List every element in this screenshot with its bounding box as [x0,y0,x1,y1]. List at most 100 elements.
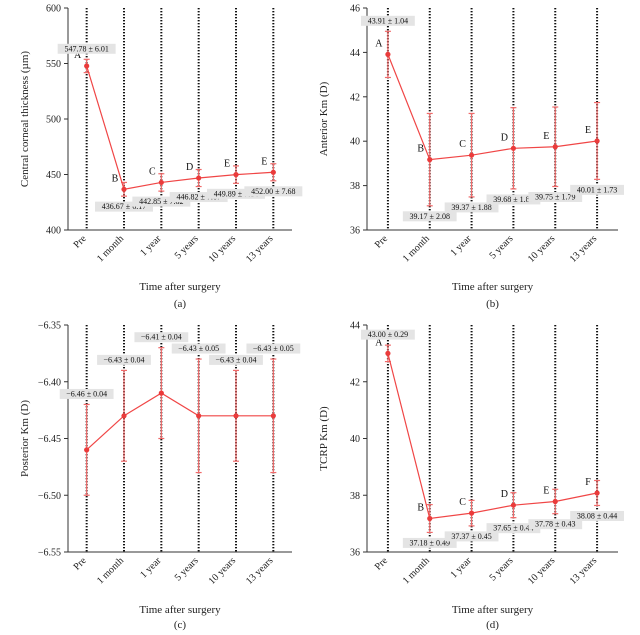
data-point [84,447,90,453]
value-label-bg [134,332,189,343]
y-axis-title: TCRP Km (D) [318,406,330,471]
significance-letter: E [543,485,549,496]
significance-letter: E [224,159,230,170]
value-label-bg [570,510,624,521]
data-point [121,186,127,192]
x-tick-label: 5 years [488,555,516,583]
value-label: 43.00 ± 0.29 [368,330,408,339]
x-tick-label: 10 years [207,233,239,265]
significance-letter: C [459,139,466,150]
value-label: 39.17 ± 2.08 [410,212,450,221]
value-label: −6.43 ± 0.05 [178,344,219,353]
x-tick-label: 1 year [138,555,164,581]
value-label-bg [132,196,191,207]
x-tick-label: Pre [373,233,391,251]
x-tick-label: 5 years [173,555,201,583]
x-tick-label: 10 years [526,233,558,265]
y-tick-label: 36 [350,548,360,559]
x-tick-label: 13 years [568,233,600,265]
value-label: −6.43 ± 0.04 [104,355,145,364]
value-label: 37.65 ± 0.44 [493,524,533,533]
y-tick-label: 44 [350,321,360,332]
value-label: 37.78 ± 0.43 [535,520,575,529]
y-tick-label: 36 [350,226,360,237]
value-label-bg [59,388,114,399]
series-line [387,54,598,161]
y-tick-label: −6.40 [38,377,61,388]
value-label: −6.46 ± 0.04 [66,389,107,398]
significance-letter: A [375,38,383,49]
y-tick-label: 46 [350,4,360,15]
significance-letter: C [149,166,156,177]
y-tick-label: −6.45 [38,434,61,445]
value-label-bg [486,523,541,534]
y-axis-title: Anterior Km (D) [318,81,330,156]
data-point [233,413,239,419]
value-label: 436.67 ± 6.17 [102,202,146,211]
y-tick-label: −6.35 [38,321,61,332]
series-line [387,353,598,520]
x-axis-title: Time after surgery [452,281,534,293]
y-tick-label: 42 [350,377,360,388]
y-tick-label: 40 [350,434,360,445]
value-label-bg [528,519,583,530]
data-point [158,390,164,396]
value-label-bg [570,184,624,195]
chart-panel-1: 400 450 500 550 600 Pre 1 month 1 year 5 years 10… [19,4,303,310]
value-label: −6.43 ± 0.04 [216,355,257,364]
value-label: 452.00 ± 7.68 [251,187,295,196]
data-point [196,413,202,419]
value-label: 39.68 ± 1.83 [493,195,533,204]
significance-letter: D [501,489,508,500]
data-point [196,175,202,181]
value-label-bg [444,531,499,542]
x-tick-label: 1 year [138,233,164,259]
value-label-bg [207,188,265,199]
y-tick-label: 450 [46,170,61,181]
significance-letter: F [585,477,591,488]
x-tick-label: 5 years [488,233,516,261]
x-tick-label: 1 month [401,555,432,586]
significance-letter: A [375,337,383,348]
value-label: 43.91 ± 1.04 [368,16,408,25]
y-tick-label: 500 [46,115,61,126]
y-tick-label: −6.55 [38,548,61,559]
significance-letter: D [501,132,508,143]
x-tick-label: 1 month [401,233,432,264]
series-line [86,392,274,451]
panel-caption: (d) [486,619,499,631]
value-label-bg [361,329,415,340]
x-tick-label: 10 years [526,555,558,587]
data-point [385,350,391,356]
x-tick-label: 13 years [244,555,276,587]
data-point [468,152,475,158]
data-point [427,515,433,522]
x-tick-label: Pre [373,555,391,573]
chart-panel-2: 36 38 40 42 44 46 Pre 1 month 1 year 5 years 10 ye… [318,4,624,310]
y-tick-label: 40 [350,137,360,148]
x-tick-label: Pre [72,555,90,573]
y-axis-title: Posterior Km (D) [19,400,31,477]
significance-letter: E [585,125,591,136]
significance-letter: B [417,144,424,155]
data-point [552,498,558,505]
chart-panel-4: 36 38 40 42 44 Pre 1 month 1 year 5 years 10 year… [318,321,624,631]
value-label-bg [444,202,499,213]
y-tick-label: 550 [46,59,61,70]
value-label-bg [402,211,457,222]
value-label-bg [171,343,226,354]
value-label-bg [209,354,263,365]
data-point [594,490,600,496]
value-label: 37.18 ± 0.49 [410,538,450,547]
value-label: 446.82 ± 7.67 [176,193,220,202]
y-axis-title: Central corneal thickness (µm) [19,51,31,187]
data-point [510,502,517,508]
data-point [385,51,391,57]
x-tick-label: 13 years [568,555,600,587]
x-tick-label: 10 years [207,555,239,587]
value-label-bg [486,194,541,205]
data-point [233,172,239,178]
x-axis-title: Time after surgery [139,281,221,293]
data-point [121,413,127,419]
significance-letter: E [543,131,549,142]
